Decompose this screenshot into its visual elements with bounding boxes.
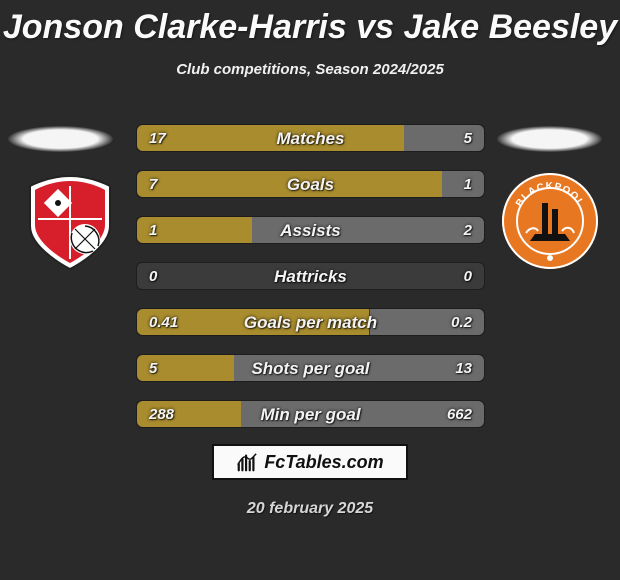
stat-value-left: 288 bbox=[149, 401, 174, 427]
stat-value-right: 5 bbox=[464, 125, 472, 151]
stat-value-right: 13 bbox=[455, 355, 472, 381]
stat-value-left: 5 bbox=[149, 355, 157, 381]
stat-label: Goals bbox=[137, 171, 484, 197]
stat-value-right: 1 bbox=[464, 171, 472, 197]
stat-value-left: 0 bbox=[149, 263, 157, 289]
stat-value-right: 0 bbox=[464, 263, 472, 289]
stat-row: Matches17 5 bbox=[136, 124, 485, 152]
stat-value-right: 2 bbox=[464, 217, 472, 243]
stat-value-left: 0.41 bbox=[149, 309, 178, 335]
brand-label: FcTables.com bbox=[264, 452, 383, 473]
fctables-logo-icon bbox=[236, 451, 258, 473]
stat-row: Assists1 2 bbox=[136, 216, 485, 244]
club-badge-right: BLACKPOOL bbox=[500, 171, 600, 271]
page-subtitle: Club competitions, Season 2024/2025 bbox=[0, 61, 620, 78]
club-badge-left bbox=[20, 171, 120, 271]
player-avatar-shadow-left bbox=[8, 126, 113, 152]
stat-row: Shots per goal5 13 bbox=[136, 354, 485, 382]
player-avatar-shadow-right bbox=[497, 126, 602, 152]
stat-label: Hattricks bbox=[137, 263, 484, 289]
comparison-bars: Matches175Goals71Assists12Hattricks00Goa… bbox=[136, 124, 485, 446]
rotherham-badge-icon bbox=[20, 171, 120, 271]
stat-value-right: 662 bbox=[447, 401, 472, 427]
stat-row: Goals per match0.41 0.2 bbox=[136, 308, 485, 336]
stat-row: Goals7 1 bbox=[136, 170, 485, 198]
stat-label: Assists bbox=[137, 217, 484, 243]
generated-date: 20 february 2025 bbox=[0, 500, 620, 518]
stat-value-left: 17 bbox=[149, 125, 166, 151]
stat-value-left: 7 bbox=[149, 171, 157, 197]
stat-label: Goals per match bbox=[137, 309, 484, 335]
stat-label: Shots per goal bbox=[137, 355, 484, 381]
blackpool-badge-icon: BLACKPOOL bbox=[500, 171, 600, 271]
brand-box[interactable]: FcTables.com bbox=[212, 444, 408, 480]
page-title: Jonson Clarke-Harris vs Jake Beesley bbox=[0, 0, 620, 47]
stat-row: Min per goal288 662 bbox=[136, 400, 485, 428]
stat-label: Matches bbox=[137, 125, 484, 151]
stat-value-right: 0.2 bbox=[451, 309, 472, 335]
stat-label: Min per goal bbox=[137, 401, 484, 427]
stat-row: Hattricks0 0 bbox=[136, 262, 485, 290]
stat-value-left: 1 bbox=[149, 217, 157, 243]
